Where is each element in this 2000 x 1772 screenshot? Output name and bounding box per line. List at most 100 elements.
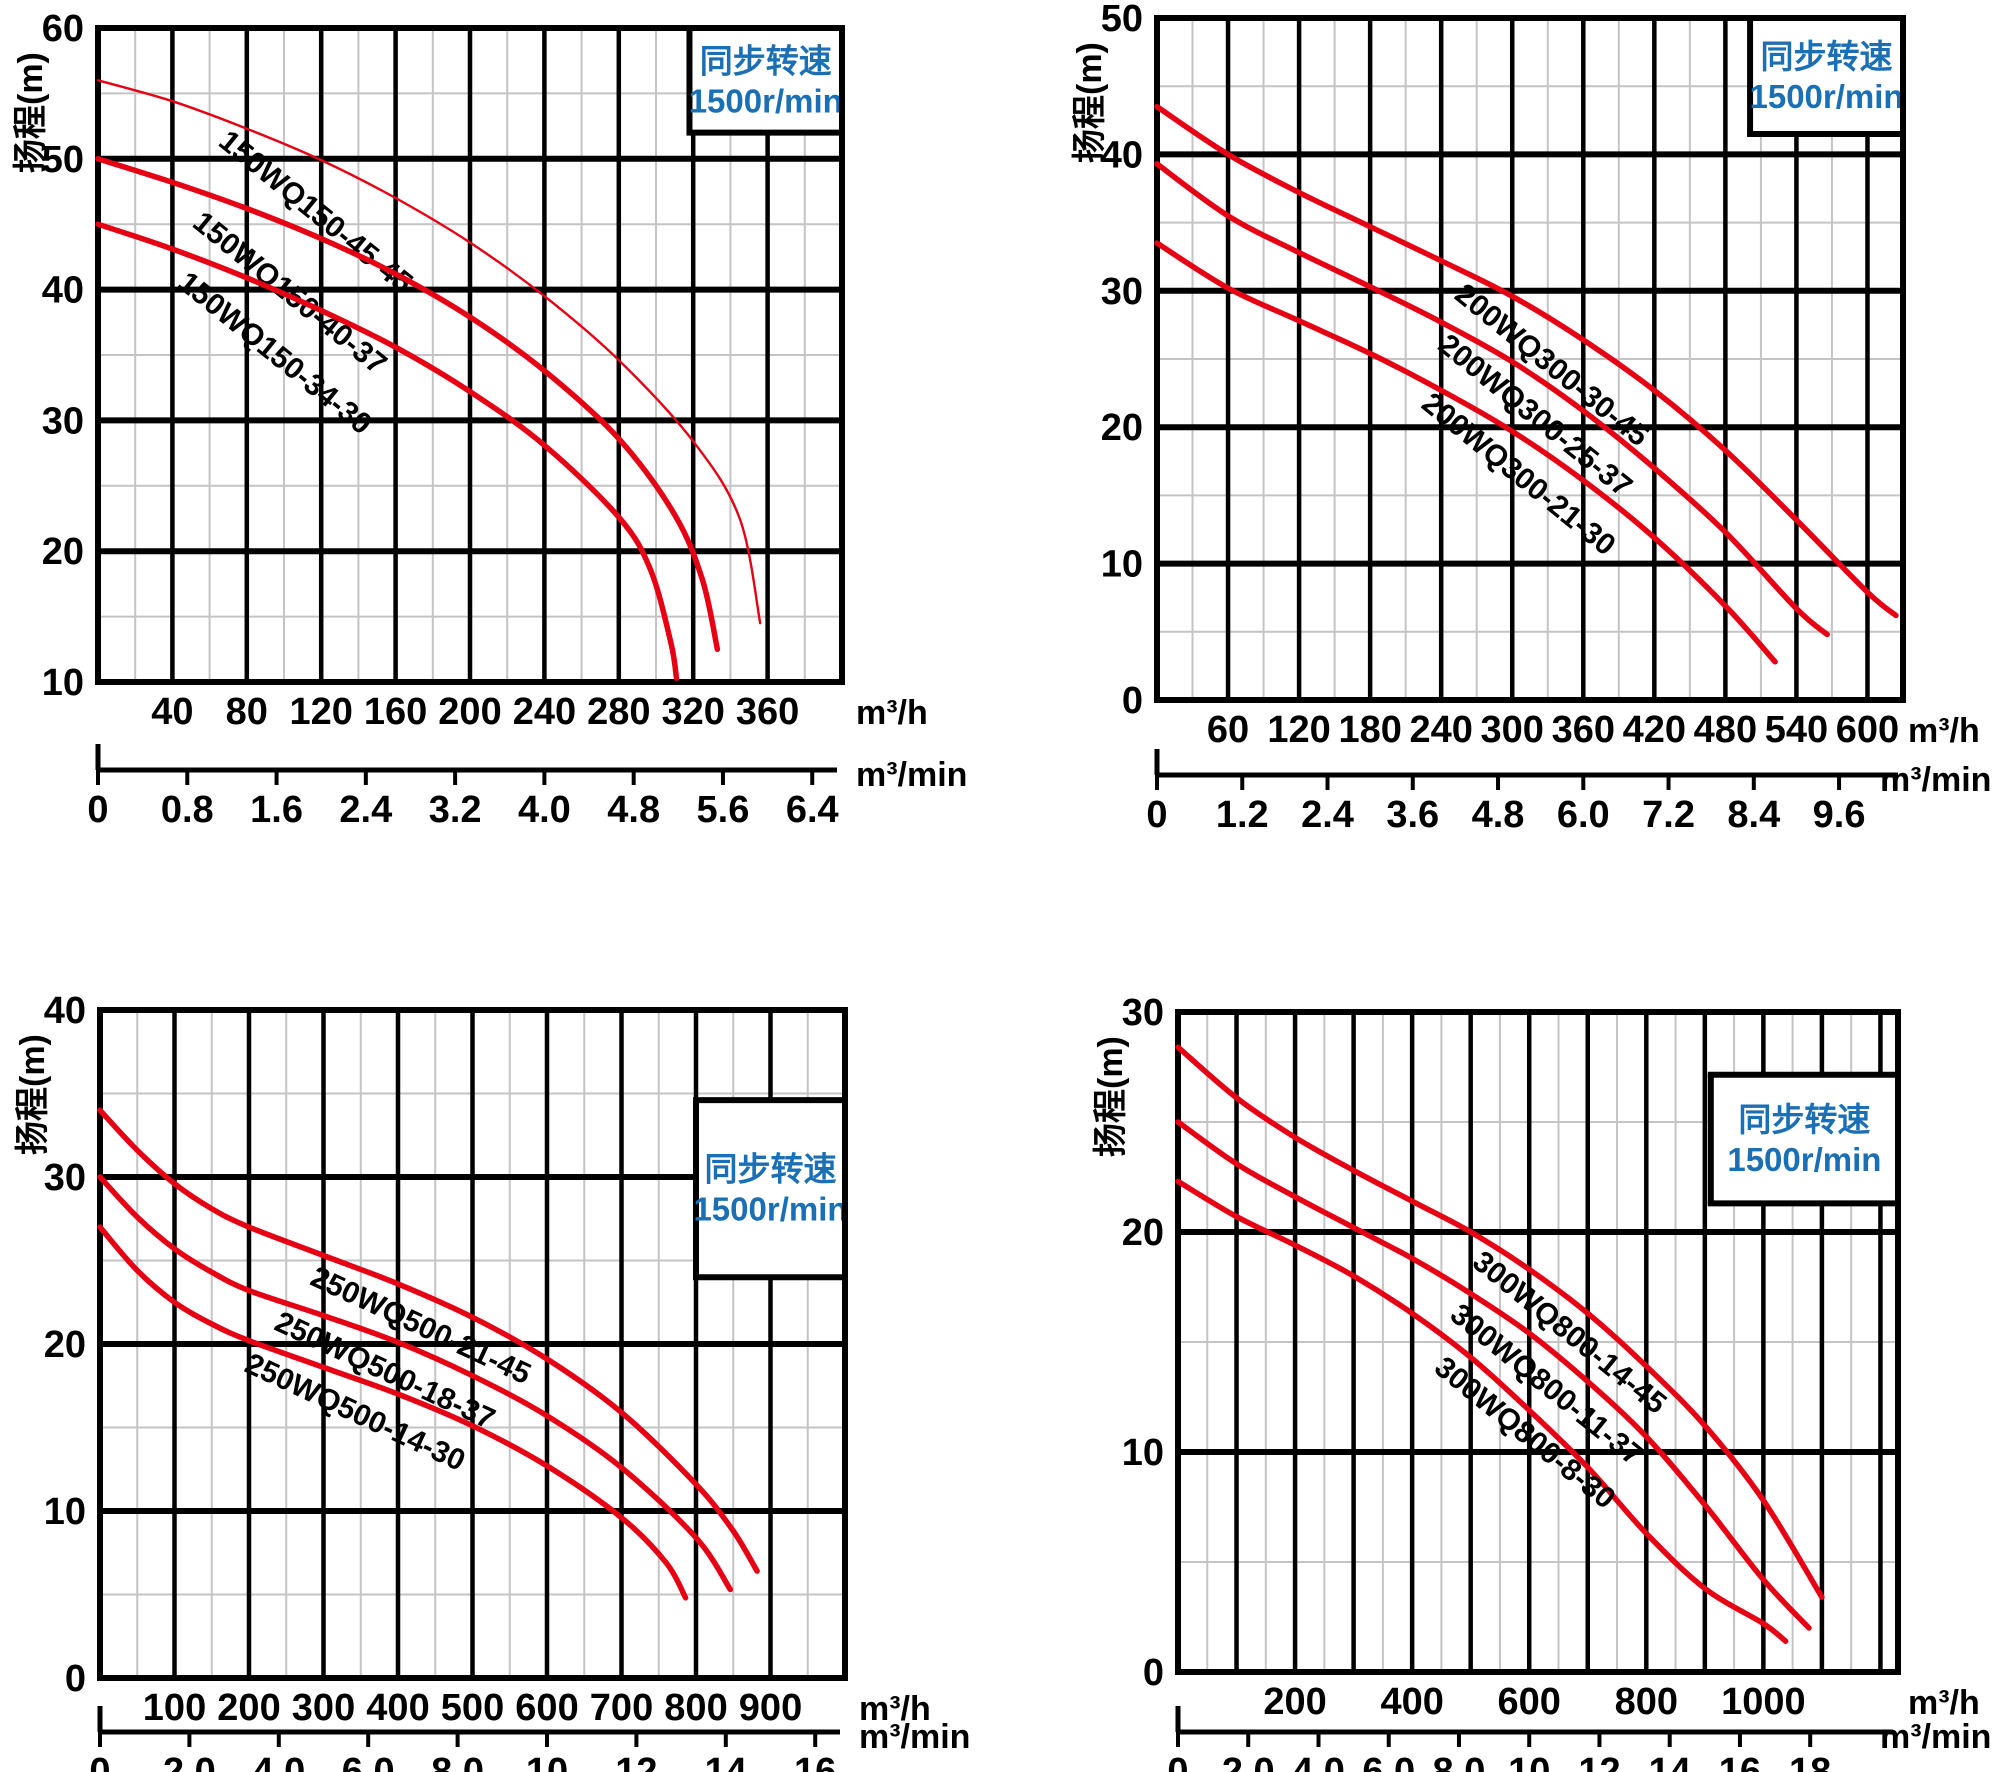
svg-text:600: 600	[1498, 1681, 1561, 1723]
chart-250WQ500-unit-m3min: m³/min	[859, 1718, 970, 1756]
chart-200WQ300-speed-note-text: 同步转速 1500r/min	[1749, 38, 1903, 115]
svg-text:400: 400	[1380, 1681, 1443, 1723]
svg-text:14: 14	[1649, 1751, 1691, 1772]
svg-text:40: 40	[42, 270, 84, 312]
svg-text:9.6: 9.6	[1813, 794, 1866, 836]
svg-text:1.2: 1.2	[1216, 794, 1269, 836]
chart-250WQ500-speed-note-box: 同步转速 1500r/min	[693, 1097, 848, 1281]
svg-text:360: 360	[1552, 709, 1615, 751]
chart-250WQ500-x-tick-labels: 100 200 300 400 500 600 700 800 900	[143, 1687, 802, 1729]
chart-200WQ300-x-tick-labels: 60 120 180 240 300 360 420 480 540 600	[1207, 709, 1899, 751]
chart-150WQ150: 同步转速 1500r/min150WQ150-45-45150WQ150-40-3…	[12, 8, 967, 831]
svg-text:900: 900	[739, 1687, 802, 1729]
chart-150WQ150-unit-m3min: m³/min	[856, 756, 967, 794]
svg-text:0: 0	[1143, 1652, 1164, 1694]
svg-text:0: 0	[1167, 1751, 1188, 1772]
svg-text:200: 200	[438, 691, 501, 733]
chart-150WQ150-m3min-axis: 0 0.8 1.6 2.4 3.2 4.0 4.8 5.6 6.4	[87, 744, 839, 831]
svg-text:10: 10	[1122, 1432, 1164, 1474]
svg-text:200: 200	[1263, 1681, 1326, 1723]
svg-text:6.0: 6.0	[342, 1751, 395, 1772]
chart-250WQ500-m3min-axis: 0 2.0 4.0 6.0 8.0 10 12 14 16	[89, 1706, 840, 1772]
svg-text:160: 160	[364, 691, 427, 733]
svg-text:18: 18	[1789, 1751, 1831, 1772]
svg-text:700: 700	[590, 1687, 653, 1729]
svg-text:10: 10	[526, 1751, 568, 1772]
svg-text:3.2: 3.2	[429, 789, 482, 831]
svg-text:400: 400	[366, 1687, 429, 1729]
svg-text:20: 20	[42, 531, 84, 573]
svg-text:10: 10	[1508, 1751, 1550, 1772]
chart-250WQ500-unit-m3h: m³/h	[859, 1690, 931, 1728]
svg-text:240: 240	[513, 691, 576, 733]
svg-text:600: 600	[515, 1687, 578, 1729]
chart-300WQ800-unit-m3h: m³/h	[1908, 1684, 1980, 1722]
svg-text:280: 280	[587, 691, 650, 733]
curve-300WQ800-14-45	[1175, 1044, 1825, 1600]
chart-300WQ800-speed-note-box: 同步转速 1500r/min	[1707, 1071, 1898, 1207]
curve-200WQ300-21-30	[1154, 240, 1778, 665]
chart-150WQ150-speed-note-box: 同步转速 1500r/min	[686, 28, 843, 136]
svg-text:16: 16	[1719, 1751, 1761, 1772]
chart-250WQ500-speed-note-text: 同步转速 1500r/min	[693, 1151, 847, 1228]
svg-text:30: 30	[1101, 271, 1143, 313]
chart-300WQ800-unit-m3min: m³/min	[1880, 1718, 1991, 1756]
svg-text:500: 500	[441, 1687, 504, 1729]
chart-300WQ800-x-tick-labels: 200 400 600 800 1000	[1263, 1681, 1805, 1723]
svg-text:2.0: 2.0	[1222, 1751, 1275, 1772]
svg-text:1.6: 1.6	[250, 789, 303, 831]
curve-300WQ800-8-30	[1175, 1178, 1789, 1644]
chart-150WQ150-y-tick-labels: 60 50 40 30 20 10	[42, 8, 84, 704]
svg-text:14: 14	[705, 1751, 747, 1772]
svg-text:100: 100	[143, 1687, 206, 1729]
svg-text:5.6: 5.6	[697, 789, 750, 831]
svg-text:7.2: 7.2	[1642, 794, 1695, 836]
svg-text:2.4: 2.4	[339, 789, 392, 831]
chart-200WQ300-speed-note-box: 同步转速 1500r/min	[1747, 18, 1904, 137]
svg-text:540: 540	[1765, 709, 1828, 751]
svg-text:60: 60	[42, 8, 84, 50]
svg-text:0: 0	[1122, 680, 1143, 722]
svg-text:420: 420	[1623, 709, 1686, 751]
svg-text:320: 320	[661, 691, 724, 733]
svg-text:12: 12	[615, 1751, 657, 1772]
chart-150WQ150-major-grid	[98, 28, 842, 682]
curve-150WQ150-45-45	[96, 79, 762, 625]
chart-150WQ150-x-tick-labels: 40 80 120 160 200 240 280 320 360	[151, 691, 799, 733]
chart-300WQ800-speed-note-text: 同步转速 1500r/min	[1727, 1101, 1881, 1178]
svg-text:20: 20	[44, 1324, 86, 1366]
chart-150WQ150-unit-m3h: m³/h	[856, 694, 928, 732]
svg-text:480: 480	[1694, 709, 1757, 751]
chart-150WQ150-y-axis-title: 扬程(m)	[12, 52, 50, 173]
svg-text:16: 16	[794, 1751, 836, 1772]
svg-text:240: 240	[1409, 709, 1472, 751]
svg-text:10: 10	[44, 1491, 86, 1533]
chart-150WQ150-speed-note-text: 同步转速 1500r/min	[689, 42, 843, 119]
curve-250WQ500-18-37	[97, 1174, 734, 1593]
chart-300WQ800: 同步转速 1500r/min300WQ800-14-45300WQ800-11-3…	[1092, 992, 1991, 1772]
svg-text:60: 60	[1207, 709, 1249, 751]
svg-text:8.4: 8.4	[1727, 794, 1780, 836]
svg-text:600: 600	[1836, 709, 1899, 751]
svg-text:6.4: 6.4	[786, 789, 839, 831]
svg-text:3.6: 3.6	[1386, 794, 1439, 836]
svg-text:180: 180	[1338, 709, 1401, 751]
chart-200WQ300-unit-m3min: m³/min	[1880, 761, 1991, 799]
svg-text:12: 12	[1578, 1751, 1620, 1772]
svg-text:0: 0	[1146, 794, 1167, 836]
svg-text:40: 40	[44, 990, 86, 1032]
svg-text:0.8: 0.8	[161, 789, 214, 831]
svg-text:0: 0	[89, 1751, 110, 1772]
svg-text:200: 200	[217, 1687, 280, 1729]
svg-text:2.0: 2.0	[163, 1751, 216, 1772]
chart-250WQ500-y-tick-labels: 40 30 20 10 0	[44, 990, 86, 1700]
svg-text:0: 0	[87, 789, 108, 831]
chart-200WQ300-unit-m3h: m³/h	[1908, 712, 1980, 750]
svg-text:20: 20	[1122, 1212, 1164, 1254]
curve-200WQ300-30-45	[1154, 103, 1899, 619]
chart-150WQ150-frame	[95, 25, 845, 685]
svg-text:50: 50	[1101, 0, 1143, 40]
chart-300WQ800-y-tick-labels: 30 20 10 0	[1122, 992, 1164, 1694]
